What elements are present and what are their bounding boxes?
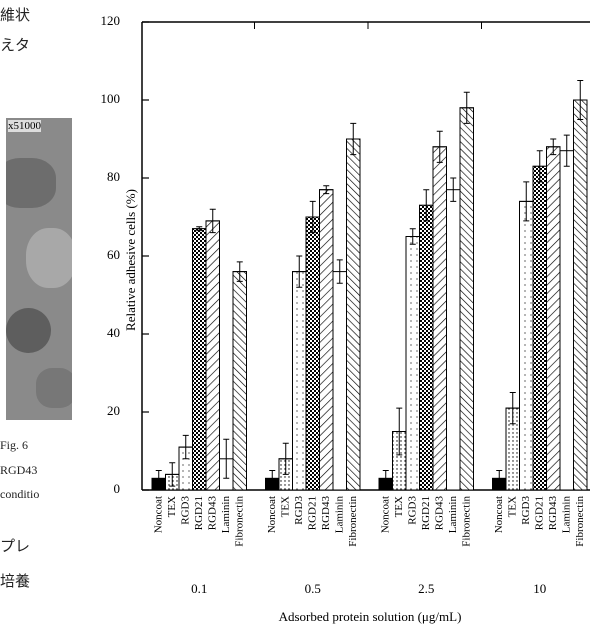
error-bar	[182, 434, 189, 460]
bar-pattern	[319, 189, 334, 491]
legend-label: TEX	[166, 496, 178, 517]
error-bar	[336, 259, 343, 284]
x-tick-label: 0.5	[305, 581, 321, 596]
x-tick-label: 10	[533, 581, 546, 596]
legend-label: Fibronectin	[574, 496, 586, 547]
legend-label: Laminin	[560, 496, 572, 534]
error-bar	[382, 470, 389, 487]
bar	[559, 150, 574, 491]
error-bar	[269, 470, 276, 487]
bar-pattern	[546, 146, 561, 491]
caption: Fig. 6	[0, 438, 29, 452]
legend-label: RGD43	[433, 496, 445, 531]
micrograph: x51000	[6, 118, 72, 420]
legend-label: Fibronectin	[347, 496, 359, 547]
bar-pattern	[519, 200, 534, 491]
caption: conditio	[0, 487, 40, 501]
error-bar	[577, 80, 584, 120]
figure-label: x51000	[8, 120, 41, 132]
legend-label: RGD43	[206, 496, 218, 531]
error-bar	[550, 138, 557, 156]
error-bar	[223, 438, 230, 479]
y-tick-label: 0	[114, 481, 121, 496]
y-tick-label: 40	[107, 325, 120, 340]
legend-label: Fibronectin	[233, 496, 245, 547]
legend-label: Laminin	[447, 496, 459, 534]
error-bar	[423, 189, 430, 222]
bar-pattern	[459, 107, 474, 491]
error-bar	[463, 91, 470, 124]
bar-pattern	[205, 220, 220, 491]
error-bar	[496, 470, 503, 487]
bar-pattern	[292, 271, 307, 491]
bar-pattern	[305, 216, 320, 491]
legend-label: RGD21	[193, 496, 205, 530]
bar-pattern	[232, 271, 247, 491]
legend-label: TEX	[279, 496, 291, 517]
error-bar	[209, 208, 216, 234]
bar-pattern	[192, 228, 207, 491]
legend-label: RGD3	[406, 496, 418, 525]
error-bar	[509, 392, 516, 425]
y-tick-label: 80	[107, 169, 120, 184]
error-bar	[523, 181, 530, 222]
bar	[446, 189, 461, 491]
legend-label: RGD21	[533, 496, 545, 530]
error-bar	[396, 407, 403, 456]
error-bar	[323, 185, 330, 195]
x-tick-label: 0.1	[191, 581, 207, 596]
legend-label: TEX	[506, 496, 518, 517]
side-text: えタ	[0, 38, 31, 54]
error-bar	[309, 200, 316, 234]
x-axis-label: Adsorbed protein solution (μg/mL)	[279, 609, 462, 624]
error-bar	[409, 228, 416, 245]
error-bar	[563, 134, 570, 167]
y-tick-label: 120	[101, 13, 121, 28]
bar-pattern	[573, 99, 588, 491]
legend-label: Noncoat	[493, 496, 505, 533]
legend-label: Noncoat	[152, 496, 164, 533]
bar-pattern	[432, 146, 447, 491]
error-bar	[450, 177, 457, 202]
error-bar	[296, 255, 303, 288]
x-tick-label: 2.5	[418, 581, 434, 596]
y-axis-label: Relative adhesive cells (%)	[123, 189, 138, 331]
legend-label: TEX	[393, 496, 405, 517]
legend-label: Laminin	[333, 496, 345, 534]
bar-pattern	[346, 138, 361, 491]
legend-label: Laminin	[220, 496, 232, 534]
legend-label: RGD3	[293, 496, 305, 525]
error-bar	[196, 226, 203, 232]
legend-label: RGD43	[547, 496, 559, 531]
legend-label: RGD43	[320, 496, 332, 531]
side-text: 維状	[0, 8, 31, 24]
error-bar	[350, 122, 357, 156]
bar-pattern	[405, 236, 420, 491]
legend-label: RGD3	[520, 496, 532, 525]
y-tick-label: 100	[101, 91, 121, 106]
bar-pattern	[532, 165, 547, 491]
y-tick-label: 60	[107, 247, 120, 262]
legend-label: RGD3	[179, 496, 191, 525]
side-text: プレ	[0, 539, 31, 555]
error-bar	[436, 130, 443, 163]
error-bar	[155, 470, 162, 487]
y-tick-label: 20	[107, 403, 120, 418]
error-bar	[169, 462, 176, 487]
legend-label: RGD21	[420, 496, 432, 530]
legend-label: RGD21	[306, 496, 318, 530]
side-text: 培養	[0, 574, 31, 590]
error-bar	[536, 150, 543, 183]
error-bar	[282, 442, 289, 475]
caption: RGD43	[0, 463, 38, 477]
legend-label: Noncoat	[379, 496, 391, 533]
bar-pattern	[419, 204, 434, 491]
legend-label: Fibronectin	[460, 496, 472, 547]
bar	[332, 271, 347, 491]
legend-label: Noncoat	[266, 496, 278, 533]
error-bar	[236, 261, 243, 282]
